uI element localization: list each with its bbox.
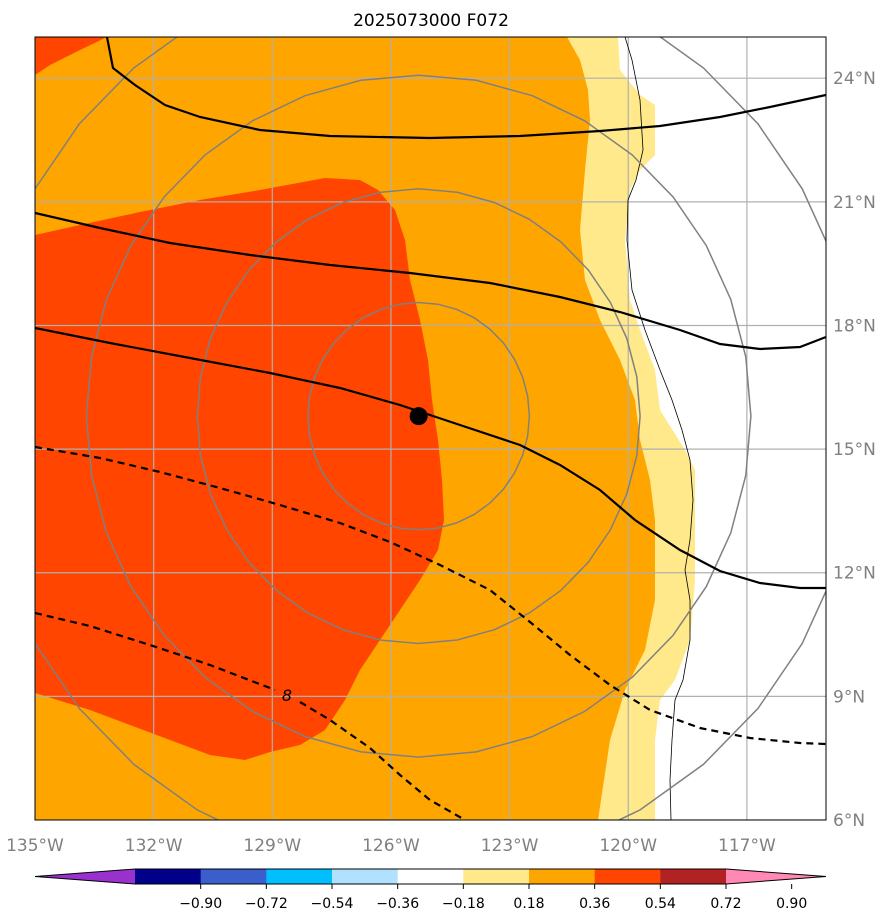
map-area: 8 <box>35 37 826 820</box>
colorbar-tick-label: 0.54 <box>645 896 676 912</box>
range-ring <box>35 37 826 820</box>
colorbar-segment <box>529 869 596 884</box>
lon-tick-label: 132°W <box>125 836 183 856</box>
range-ring <box>196 188 641 645</box>
colorbar-segment <box>266 869 333 884</box>
lat-tick-label: 6°N <box>833 811 865 831</box>
range-ring <box>307 301 531 531</box>
colorbar-tick-label: 0.18 <box>513 896 544 912</box>
contour-line <box>35 445 826 746</box>
colorbar-segment <box>397 869 464 884</box>
colorbar-segment <box>463 869 530 884</box>
fill-red-orange-corner <box>35 37 107 75</box>
contour-line <box>35 326 826 590</box>
lat-tick-label: 18°N <box>833 316 876 336</box>
lat-tick-label: 24°N <box>833 69 876 89</box>
colorbar-tick-label: −0.36 <box>376 896 419 912</box>
coastline <box>624 37 694 820</box>
colorbar-segment <box>660 869 727 884</box>
lat-tick-label: 12°N <box>833 564 876 584</box>
lon-tick-label: 126°W <box>362 836 420 856</box>
contour-label: 8 <box>282 686 292 705</box>
lon-tick-label: 123°W <box>481 836 539 856</box>
colorbar-extend-low <box>35 869 135 884</box>
colorbar-outline <box>34 868 827 885</box>
contour-line <box>105 37 826 140</box>
colorbar-tick-label: −0.54 <box>311 896 354 912</box>
range-rings <box>35 37 826 820</box>
colorbar-extend-high <box>726 869 826 884</box>
colorbar: −0.90 −0.72 −0.54 −0.36 −0.18 0.18 0.36 0.54 0.7… <box>34 868 827 912</box>
lon-tick-label: 135°W <box>6 836 64 856</box>
contour-line <box>35 211 826 351</box>
colorbar-tick-label: −0.18 <box>442 896 485 912</box>
colorbar-segment <box>135 869 202 884</box>
colorbar-tick-label: 0.90 <box>776 896 807 912</box>
latitude-labels: 6°N 9°N 12°N 15°N 18°N 21°N 24°N <box>833 69 876 831</box>
longitude-labels: 135°W 132°W 129°W 126°W 123°W 120°W 117°W <box>6 836 776 856</box>
lon-tick-label: 129°W <box>243 836 301 856</box>
colorbar-tick-label: −0.72 <box>245 896 288 912</box>
map-title: 2025073000 F072 <box>353 11 509 31</box>
lat-tick-label: 15°N <box>833 440 876 460</box>
colorbar-segment <box>594 869 661 884</box>
colorbar-tick-label: 0.72 <box>710 896 741 912</box>
colorbar-tick-label: 0.36 <box>579 896 610 912</box>
colorbar-segment <box>332 869 399 884</box>
fill-red-orange-main <box>35 178 444 760</box>
map-frame <box>34 36 827 821</box>
storm-center-marker <box>409 407 428 426</box>
lon-tick-label: 117°W <box>718 836 776 856</box>
lat-tick-label: 21°N <box>833 193 876 213</box>
contours-dashed <box>35 445 826 820</box>
colorbar-segment <box>200 869 267 884</box>
colorbar-tick-label: −0.90 <box>179 896 222 912</box>
range-ring <box>85 74 752 758</box>
contours-solid <box>35 37 826 590</box>
contour-line <box>299 701 466 820</box>
graticule <box>35 37 826 820</box>
lon-tick-label: 120°W <box>599 836 657 856</box>
lat-tick-label: 9°N <box>833 687 865 707</box>
